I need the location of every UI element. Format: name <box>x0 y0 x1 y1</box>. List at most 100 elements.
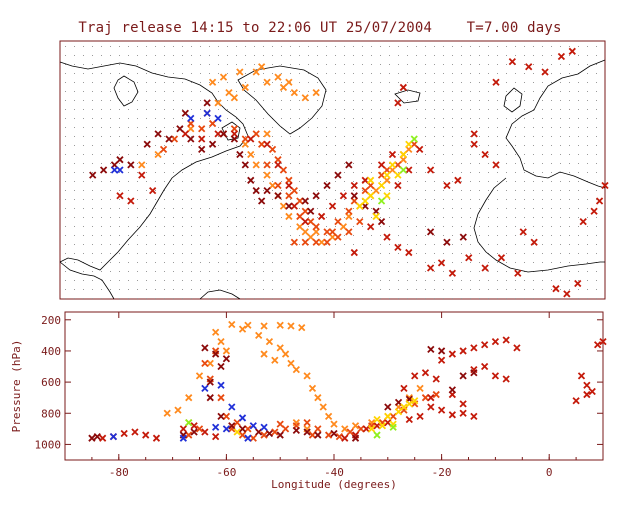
grid-dot <box>578 127 579 128</box>
grid-dot <box>515 289 516 290</box>
grid-dot <box>83 199 84 200</box>
map-point <box>470 140 478 148</box>
grid-dot <box>146 208 147 209</box>
grid-dot <box>137 298 138 299</box>
grid-dot <box>236 82 237 83</box>
grid-dot <box>407 181 408 182</box>
grid-dot <box>443 154 444 155</box>
profile-point <box>362 425 370 433</box>
grid-dot <box>542 172 543 173</box>
grid-dot <box>425 181 426 182</box>
map-point <box>356 217 364 226</box>
grid-dot <box>164 253 165 254</box>
grid-dot <box>308 217 309 218</box>
grid-dot <box>101 217 102 218</box>
grid-dot <box>443 136 444 137</box>
grid-dot <box>506 217 507 218</box>
grid-dot <box>254 46 255 47</box>
grid-dot <box>551 91 552 92</box>
grid-dot <box>209 262 210 263</box>
grid-dot <box>236 190 237 191</box>
grid-dot <box>398 145 399 146</box>
map-point <box>394 171 402 179</box>
grid-dot <box>272 172 273 173</box>
grid-dot <box>317 127 318 128</box>
profile-point <box>276 321 284 329</box>
map-point <box>519 228 527 236</box>
grid-dot <box>182 127 183 128</box>
grid-dot <box>65 127 66 128</box>
grid-dot <box>371 163 372 164</box>
map-point <box>426 264 435 272</box>
grid-dot <box>524 253 525 254</box>
grid-dot <box>479 73 480 74</box>
grid-dot <box>524 244 525 245</box>
profile-point <box>577 372 586 380</box>
profile-point <box>459 409 467 417</box>
map-point <box>258 197 266 205</box>
grid-dot <box>254 271 255 272</box>
grid-dot <box>551 244 552 245</box>
grid-dot <box>434 136 435 137</box>
grid-dot <box>164 55 165 56</box>
grid-dot <box>317 235 318 236</box>
profile-point <box>174 406 182 414</box>
grid-dot <box>506 73 507 74</box>
grid-dot <box>182 73 183 74</box>
map-point <box>437 259 446 267</box>
map-point <box>459 233 467 241</box>
grid-dot <box>281 244 282 245</box>
grid-dot <box>209 154 210 155</box>
profile-point <box>405 415 413 424</box>
grid-dot <box>560 262 561 263</box>
grid-dot <box>425 46 426 47</box>
grid-dot <box>551 289 552 290</box>
grid-dot <box>290 235 291 236</box>
grid-dot <box>191 109 192 110</box>
map-trajectory-points <box>89 47 609 298</box>
grid-dot <box>371 91 372 92</box>
grid-dot <box>416 109 417 110</box>
grid-dot <box>92 226 93 227</box>
grid-dot <box>416 253 417 254</box>
grid-dot <box>551 127 552 128</box>
grid-dot <box>92 163 93 164</box>
grid-dot <box>173 100 174 101</box>
grid-dot <box>128 190 129 191</box>
grid-dot <box>146 163 147 164</box>
grid-dot <box>461 226 462 227</box>
grid-dot <box>164 244 165 245</box>
grid-dot <box>191 208 192 209</box>
grid-dot <box>506 262 507 263</box>
grid-dot <box>110 154 111 155</box>
grid-dot <box>200 289 201 290</box>
grid-dot <box>488 289 489 290</box>
grid-dot <box>551 82 552 83</box>
grid-dot <box>137 262 138 263</box>
grid-dot <box>137 64 138 65</box>
grid-dot <box>497 253 498 254</box>
grid-dot <box>335 118 336 119</box>
grid-dot <box>290 154 291 155</box>
grid-dot <box>308 262 309 263</box>
grid-dot <box>209 199 210 200</box>
grid-dot <box>398 154 399 155</box>
grid-dot <box>272 199 273 200</box>
grid-dot <box>173 91 174 92</box>
grid-dot <box>74 91 75 92</box>
profile-point <box>238 325 247 333</box>
grid-dot <box>236 154 237 155</box>
grid-dot <box>407 298 408 299</box>
grid-dot <box>488 280 489 281</box>
grid-dot <box>470 262 471 263</box>
grid-dot <box>209 271 210 272</box>
grid-dot <box>155 298 156 299</box>
grid-dot <box>245 127 246 128</box>
grid-dot <box>578 109 579 110</box>
grid-dot <box>83 154 84 155</box>
grid-dot <box>461 217 462 218</box>
grid-dot <box>182 262 183 263</box>
grid-dot <box>533 73 534 74</box>
grid-dot <box>74 298 75 299</box>
grid-dot <box>281 82 282 83</box>
